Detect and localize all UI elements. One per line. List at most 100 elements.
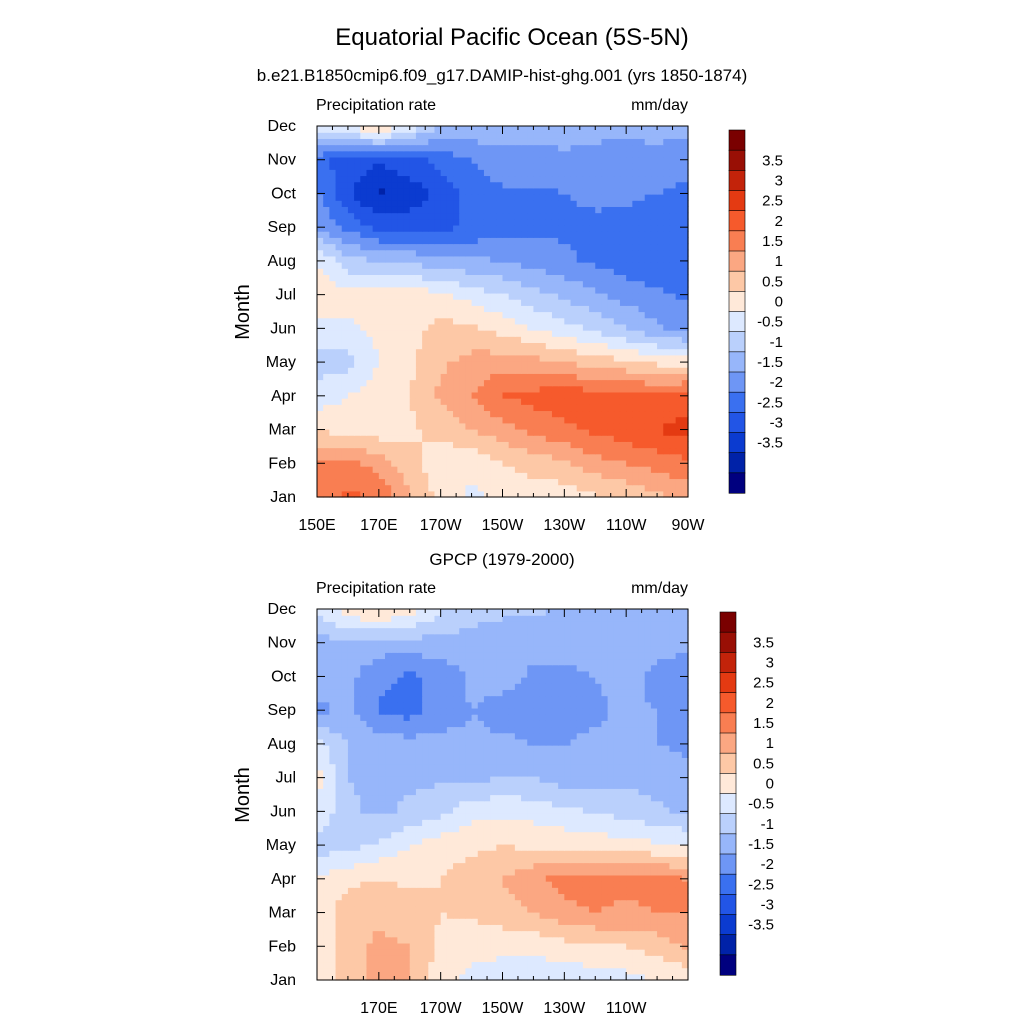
contour-cell xyxy=(477,850,485,857)
contour-cell xyxy=(329,422,337,430)
contour-cell xyxy=(317,391,324,399)
contour-cell xyxy=(508,249,516,257)
contour-cell xyxy=(372,336,380,344)
contour-cell xyxy=(514,924,522,932)
contour-cell xyxy=(415,336,423,344)
contour-cell xyxy=(403,856,411,864)
contour-cell xyxy=(601,435,609,442)
contour-cell xyxy=(595,237,603,245)
contour-cell xyxy=(657,422,664,430)
contour-cell xyxy=(539,286,547,294)
contour-cell xyxy=(508,899,516,907)
contour-cell xyxy=(428,268,436,275)
contour-cell xyxy=(564,144,572,152)
contour-cell xyxy=(415,212,423,220)
contour-cell xyxy=(644,472,652,480)
contour-cell xyxy=(663,274,671,282)
contour-cell xyxy=(317,360,324,368)
contour-cell xyxy=(638,187,646,195)
contour-cell xyxy=(385,478,392,486)
contour-cell xyxy=(446,175,454,183)
contour-cell xyxy=(341,367,349,374)
contour-cell xyxy=(589,292,596,300)
contour-cell xyxy=(508,453,516,461)
contour-cell xyxy=(564,435,572,442)
contour-cell xyxy=(551,249,559,257)
contour-cell xyxy=(323,874,330,882)
contour-cell xyxy=(372,428,380,436)
contour-cell xyxy=(619,200,627,207)
contour-cell xyxy=(428,428,436,436)
contour-cell xyxy=(514,330,522,337)
contour-cell xyxy=(663,905,671,913)
contour-cell xyxy=(397,447,405,455)
contour-cell xyxy=(681,961,689,969)
contour-cell xyxy=(453,367,460,374)
contour-cell xyxy=(434,422,442,430)
contour-cell xyxy=(446,194,454,201)
contour-cell xyxy=(428,856,436,864)
contour-cell xyxy=(409,231,417,238)
contour-cell xyxy=(570,268,578,275)
contour-cell xyxy=(378,218,386,226)
contour-cell xyxy=(564,422,572,430)
contour-cell xyxy=(626,416,633,424)
contour-cell xyxy=(681,398,689,405)
contour-cell xyxy=(644,156,652,164)
colorbar-segment xyxy=(728,371,746,393)
contour-cell xyxy=(564,194,572,201)
contour-cell xyxy=(657,243,664,251)
contour-cell xyxy=(551,466,559,473)
contour-cell xyxy=(496,422,504,430)
contour-cell xyxy=(632,218,640,226)
contour-cell xyxy=(477,924,485,932)
contour-cell xyxy=(545,391,553,399)
contour-cell xyxy=(638,404,646,412)
contour-cell xyxy=(428,224,436,232)
contour-cell xyxy=(502,459,510,467)
contour-cell xyxy=(539,360,547,368)
contour-cell xyxy=(626,918,633,925)
contour-cell xyxy=(490,305,497,313)
contour-cell xyxy=(576,286,584,294)
contour-cell xyxy=(545,404,553,412)
contour-cell xyxy=(570,367,578,374)
contour-cell xyxy=(391,286,398,294)
contour-cell xyxy=(440,911,448,919)
contour-cell xyxy=(422,311,429,319)
contour-cell xyxy=(347,169,355,177)
contour-cell xyxy=(360,330,368,337)
contour-cell xyxy=(440,856,448,864)
contour-cell xyxy=(409,459,417,467)
contour-cell xyxy=(496,924,504,932)
contour-cell xyxy=(366,274,374,282)
contour-cell xyxy=(397,218,405,226)
contour-cell xyxy=(632,274,640,282)
contour-cell xyxy=(440,899,448,907)
contour-cell xyxy=(681,379,689,387)
contour-cell xyxy=(669,453,677,461)
contour-cell xyxy=(459,262,466,269)
contour-cell xyxy=(483,911,491,919)
contour-cell xyxy=(650,268,658,275)
contour-cell xyxy=(385,416,392,424)
contour-cell xyxy=(428,905,436,913)
contour-cell xyxy=(372,874,380,882)
contour-cell xyxy=(471,132,479,139)
contour-cell xyxy=(638,206,646,214)
contour-cell xyxy=(453,422,460,430)
contour-cell xyxy=(409,967,417,975)
contour-cell xyxy=(335,373,343,381)
contour-cell xyxy=(650,194,658,201)
contour-cell xyxy=(378,435,386,442)
contour-cell xyxy=(378,262,386,269)
contour-cell xyxy=(453,175,460,183)
contour-cell xyxy=(496,410,504,418)
contour-cell xyxy=(415,255,423,263)
contour-cell xyxy=(477,317,485,325)
contour-cell xyxy=(650,856,658,864)
contour-cell xyxy=(619,398,627,405)
contour-cell xyxy=(564,428,572,436)
contour-cell xyxy=(409,224,417,232)
contour-cell xyxy=(613,887,621,895)
